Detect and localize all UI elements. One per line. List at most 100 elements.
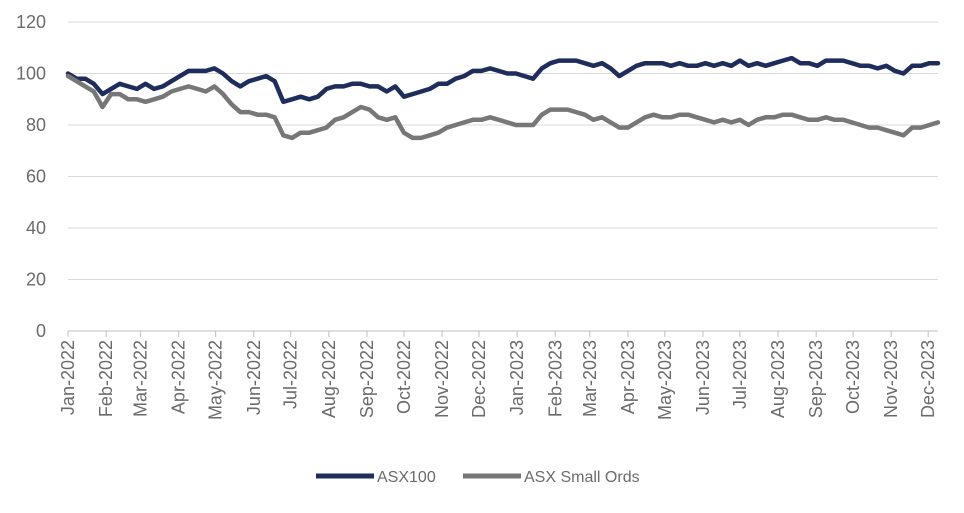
data-point-asx100 [100, 92, 105, 96]
data-point-asx100 [118, 82, 122, 86]
data-point-asx100 [893, 69, 897, 73]
data-point-asx100 [264, 74, 268, 78]
data-point-asx100 [876, 66, 880, 70]
data-point-asx-small-ords [385, 118, 389, 122]
data-point-asx100 [247, 79, 251, 83]
data-point-asx-small-ords [772, 115, 776, 119]
data-point-asx-small-ords [497, 118, 501, 122]
data-point-asx100 [376, 84, 380, 88]
data-point-asx100 [454, 77, 458, 81]
data-point-asx-small-ords [574, 110, 578, 114]
data-point-asx-small-ords [393, 115, 397, 119]
x-tick-label-apr-2023: Apr-2023 [618, 340, 638, 414]
legend: ASX100 ASX Small Ords [316, 469, 640, 486]
data-point-asx100 [514, 71, 518, 76]
legend-item-asx100: ASX100 [316, 469, 436, 486]
legend-label-asx100: ASX100 [377, 469, 436, 486]
data-point-asx-small-ords [479, 118, 484, 122]
data-point-asx-small-ords [531, 123, 535, 127]
data-point-asx-small-ords [910, 126, 914, 130]
data-point-asx100 [350, 82, 354, 86]
series-line-asx100 [65, 55, 941, 105]
data-point-asx-small-ords [884, 128, 888, 132]
data-point-asx100 [583, 61, 587, 65]
data-point-asx100 [402, 95, 406, 99]
data-point-asx-small-ords [936, 120, 940, 124]
data-point-asx-small-ords [746, 123, 751, 127]
data-point-asx100 [738, 59, 742, 63]
data-point-asx-small-ords [204, 89, 208, 94]
data-point-asx100 [428, 87, 432, 91]
data-point-asx100 [746, 64, 751, 68]
data-point-asx100 [548, 61, 553, 65]
data-point-asx-small-ords [75, 79, 79, 83]
data-point-asx-small-ords [126, 97, 130, 101]
data-point-asx-small-ords [514, 123, 518, 127]
data-point-asx-small-ords [212, 84, 216, 88]
data-point-asx-small-ords [833, 118, 837, 122]
data-point-asx-small-ords [522, 123, 527, 127]
data-point-asx-small-ords [703, 118, 708, 122]
data-point-asx-small-ords [540, 113, 544, 117]
data-point-asx100 [617, 74, 621, 78]
data-point-asx-small-ords [376, 115, 380, 119]
x-tick-label-sep-2022: Sep-2022 [357, 340, 377, 418]
data-point-asx100 [936, 61, 940, 65]
data-point-asx-small-ords [824, 115, 828, 119]
data-point-asx-small-ords [445, 126, 449, 130]
data-point-asx-small-ords [359, 105, 363, 109]
data-point-asx100 [316, 95, 320, 99]
data-point-asx-small-ords [634, 120, 639, 124]
data-point-asx100 [436, 82, 440, 86]
data-point-asx-small-ords [462, 120, 466, 124]
x-tick-label-jan-2023: Jan-2023 [507, 340, 527, 415]
data-point-asx-small-ords [316, 128, 320, 132]
data-point-asx-small-ords [643, 115, 647, 119]
x-tick-label-may-2022: May-2022 [206, 340, 226, 420]
data-point-asx100 [333, 84, 337, 88]
data-point-asx100 [273, 79, 277, 83]
data-point-asx100 [230, 79, 234, 83]
data-point-asx-small-ords [712, 120, 716, 124]
data-point-asx100 [609, 66, 613, 70]
legend-item-asx-small-ords: ASX Small Ords [463, 469, 640, 486]
x-tick-label-may-2023: May-2023 [655, 340, 675, 420]
data-point-asx-small-ords [238, 110, 242, 114]
x-axis: Jan-2022 Feb-2022 Mar-2022 Apr-2022 May-2022… [58, 330, 938, 420]
x-tick-label-jan-2022: Jan-2022 [58, 340, 78, 415]
data-point-asx-small-ords [264, 113, 268, 117]
x-tick-label-apr-2022: Apr-2022 [169, 340, 189, 414]
data-point-asx100 [884, 64, 888, 68]
x-tick-label-jul-2022: Jul-2022 [281, 340, 301, 409]
data-point-asx-small-ords [161, 95, 165, 99]
x-tick-label-jun-2023: Jun-2023 [693, 340, 713, 415]
data-point-asx-small-ords [678, 113, 682, 117]
data-point-asx-small-ords [566, 108, 570, 112]
data-point-asx-small-ords [66, 74, 70, 78]
data-point-asx-small-ords [255, 113, 260, 117]
data-point-asx100 [850, 61, 854, 65]
x-tick-label-oct-2023: Oct-2023 [843, 340, 863, 414]
data-point-asx100 [479, 69, 484, 73]
data-point-asx100 [712, 64, 716, 68]
data-point-asx100 [324, 87, 328, 91]
data-point-asx100 [411, 92, 415, 96]
data-point-asx100 [290, 97, 294, 101]
data-point-asx-small-ords [583, 113, 587, 117]
data-point-asx-small-ords [815, 118, 820, 122]
data-point-asx100 [471, 69, 475, 73]
y-tick-label-60: 60 [26, 167, 46, 187]
data-point-asx-small-ords [876, 126, 880, 130]
data-point-asx100 [178, 74, 182, 78]
y-axis: 0 20 40 60 80 100 120 [16, 12, 46, 341]
data-point-asx-small-ords [901, 133, 906, 137]
data-point-asx100 [152, 87, 156, 91]
data-point-asx100 [204, 69, 208, 73]
x-tick-label-aug-2023: Aug-2023 [768, 340, 788, 418]
data-point-asx100 [393, 84, 397, 88]
data-point-asx100 [83, 77, 87, 81]
data-point-asx100 [669, 64, 673, 68]
data-point-asx100 [721, 61, 725, 65]
